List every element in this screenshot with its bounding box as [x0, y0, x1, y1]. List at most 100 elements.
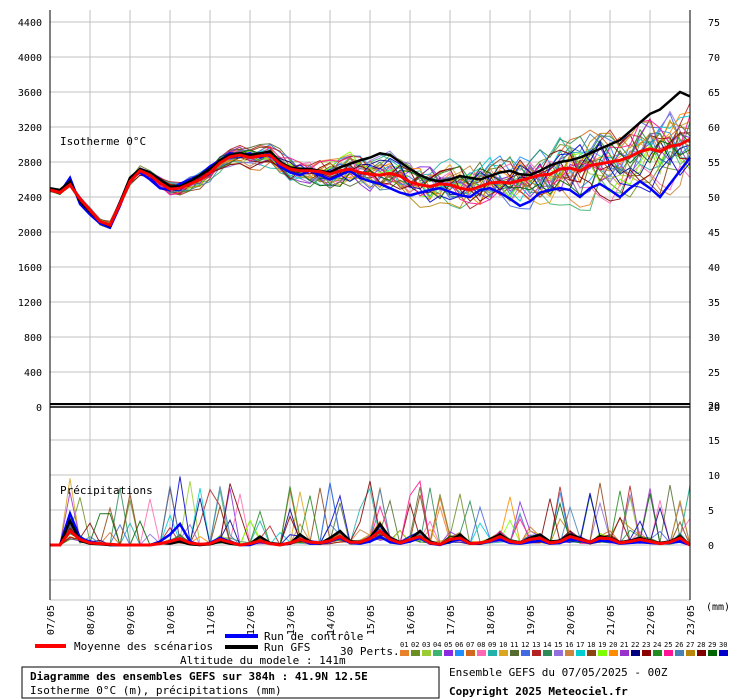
member-legend: 01 02 03 04 05 06 07 08 09 10 11 12 13 14 15 16 17 18 19 20…	[400, 641, 728, 656]
member-number: 12	[521, 641, 529, 649]
member-swatch	[433, 650, 442, 656]
member-number: 02	[411, 641, 419, 649]
x-tick-label: 09/05	[126, 605, 137, 635]
mean-precip-line	[50, 528, 691, 547]
member-swatch	[664, 650, 673, 656]
member-swatch	[455, 650, 464, 656]
member-swatch	[675, 650, 684, 656]
member-number: 05	[444, 641, 452, 649]
member-swatch	[708, 650, 717, 656]
x-tick-label: 23/05	[686, 605, 697, 635]
member-number: 11	[510, 641, 518, 649]
altitude-label: Altitude du modele : 141m	[180, 654, 346, 667]
x-tick-label: 14/05	[326, 605, 337, 635]
x-tick-label: 18/05	[486, 605, 497, 635]
member-number: 26	[675, 641, 683, 649]
footer-copyright: Copyright 2025 Meteociel.fr	[449, 685, 628, 698]
member-number: 30	[719, 641, 727, 649]
right-tick-label: 25	[708, 368, 720, 379]
left-tick-label: 1200	[18, 298, 42, 309]
gfs-iso-line	[49, 90, 691, 228]
member-swatch	[510, 650, 519, 656]
member-number: 16	[565, 641, 573, 649]
member-swatch	[532, 650, 541, 656]
right-tick-label: 5	[708, 506, 714, 517]
x-tick-label: 12/05	[246, 605, 257, 635]
member-number: 24	[653, 641, 661, 649]
x-tick-label: 19/05	[526, 605, 537, 635]
footer-title: Diagramme des ensembles GEFS sur 384h : …	[30, 670, 368, 683]
left-tick-label: 800	[24, 333, 42, 344]
member-swatch	[598, 650, 607, 656]
member-swatch	[587, 650, 596, 656]
member-number: 22	[631, 641, 639, 649]
right-tick-label: 45	[708, 228, 720, 239]
member-number: 06	[455, 641, 463, 649]
left-tick-label: 0	[36, 403, 42, 414]
member-swatch	[576, 650, 585, 656]
right-tick-label: 20	[708, 403, 720, 414]
footer-subtitle: Isotherme 0°C (m), précipitations (mm)	[30, 684, 282, 697]
right-tick-label: 20	[708, 401, 720, 412]
right-tick-label: 50	[708, 193, 720, 204]
member-swatch	[444, 650, 453, 656]
member-number: 09	[488, 641, 496, 649]
left-tick-label: 2800	[18, 158, 42, 169]
member-number: 25	[664, 641, 672, 649]
isotherm-panel-label: Isotherme 0°C	[60, 135, 146, 148]
member-swatch	[477, 650, 486, 656]
member-swatch	[565, 650, 574, 656]
x-tick-label: 08/05	[86, 605, 97, 635]
x-tick-label: 16/05	[406, 605, 417, 635]
footer-box	[21, 666, 440, 699]
member-number: 29	[708, 641, 716, 649]
member-number: 23	[642, 641, 650, 649]
right-tick-label: 30	[708, 333, 720, 344]
member-swatch	[499, 650, 508, 656]
member-number: 14	[543, 641, 551, 649]
right-tick-label: 70	[708, 53, 720, 64]
left-tick-label: 2400	[18, 193, 42, 204]
left-tick-label: 4400	[18, 18, 42, 29]
mm-unit-label: (mm)	[706, 602, 730, 613]
member-swatch	[400, 650, 409, 656]
member-swatch	[543, 650, 552, 656]
x-tick-label: 13/05	[286, 605, 297, 635]
left-tick-label: 1600	[18, 263, 42, 274]
legend-control-label: Run de contrôle	[264, 630, 363, 643]
member-number: 18	[587, 641, 595, 649]
member-number: 10	[499, 641, 507, 649]
right-tick-label: 0	[708, 541, 714, 552]
main-series	[49, 90, 691, 547]
member-swatch	[554, 650, 563, 656]
member-swatch	[697, 650, 706, 656]
mean-iso-line	[49, 137, 691, 227]
right-tick-label: 35	[708, 298, 720, 309]
precip-panel-label: Précipitations	[60, 484, 153, 497]
x-tick-label: 17/05	[446, 605, 457, 635]
member-swatch	[422, 650, 431, 656]
member-swatch	[686, 650, 695, 656]
member-swatch	[631, 650, 640, 656]
legend-gfs-label: Run GFS	[264, 641, 310, 654]
right-tick-label: 60	[708, 123, 720, 134]
member-number: 13	[532, 641, 540, 649]
member-swatch	[719, 650, 728, 656]
right-tick-label: 75	[708, 18, 720, 29]
member-number: 01	[400, 641, 408, 649]
x-tick-label: 22/05	[646, 605, 657, 635]
member-swatch	[620, 650, 629, 656]
member-number: 21	[620, 641, 628, 649]
member-number: 17	[576, 641, 584, 649]
right-tick-label: 55	[708, 158, 720, 169]
member-swatch	[466, 650, 475, 656]
right-tick-label: 15	[708, 436, 720, 447]
left-tick-label: 4000	[18, 53, 42, 64]
member-swatch	[642, 650, 651, 656]
x-tick-label: 10/05	[166, 605, 177, 635]
member-swatch	[609, 650, 618, 656]
right-tick-label: 40	[708, 263, 720, 274]
right-tick-label: 10	[708, 471, 720, 482]
left-tick-label: 2000	[18, 228, 42, 239]
